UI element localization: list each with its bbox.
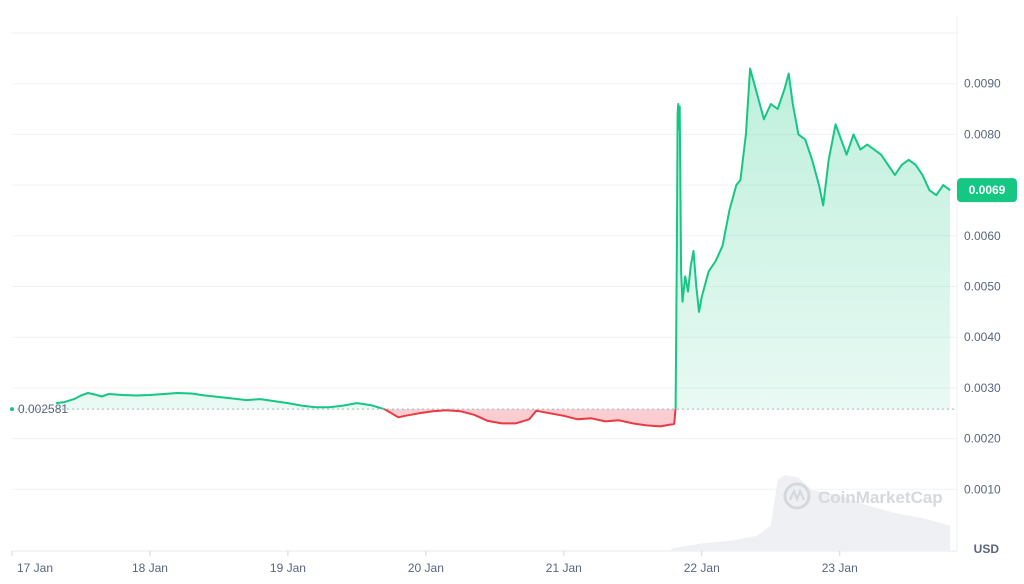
x-axis: 17 Jan 18 Jan 19 Jan 20 Jan 21 Jan 22 Jan 23 J… [11, 551, 858, 575]
watermark-text: CoinMarketCap [818, 488, 943, 507]
price-line [55, 67, 951, 428]
y-tick-label: 0.0050 [964, 280, 1001, 294]
volume-area [671, 474, 951, 551]
x-tick-label: 17 Jan [17, 561, 53, 575]
current-price-badge: 0.0069 [957, 178, 1017, 203]
x-tick-label: 22 Jan [684, 561, 720, 575]
y-axis: 0.0010 0.0020 0.0030 0.0040 0.0050 0.0060 0.00… [964, 77, 1001, 497]
y-tick-label: 0.0080 [964, 127, 1001, 141]
currency-label: USD [974, 542, 1000, 556]
reference-line-group: 0.002581 [10, 402, 957, 416]
price-area-up [56, 68, 951, 410]
x-tick-label: 20 Jan [408, 561, 444, 575]
y-tick-label: 0.0040 [964, 330, 1001, 344]
current-price-badge-bg [957, 178, 1017, 203]
y-tick-label: 0.0060 [964, 229, 1001, 243]
price-line-up [55, 67, 951, 410]
coinmarketcap-logo-mark-icon [788, 488, 806, 503]
current-price-label: 0.0069 [969, 183, 1006, 197]
y-tick-label: 0.0030 [964, 381, 1001, 395]
x-tick-label: 18 Jan [132, 561, 168, 575]
y-tick-label: 0.0020 [964, 432, 1001, 446]
x-tick-label: 19 Jan [270, 561, 306, 575]
x-tick-label: 23 Jan [822, 561, 858, 575]
x-tick-label: 21 Jan [546, 561, 582, 575]
price-area [56, 68, 951, 427]
y-tick-label: 0.0010 [964, 482, 1001, 496]
watermark: CoinMarketCap [783, 482, 943, 510]
y-tick-label: 0.0090 [964, 77, 1001, 91]
reference-value-label: 0.002581 [18, 402, 68, 416]
volume-area-shape [671, 474, 951, 551]
reference-marker [10, 407, 14, 412]
grid-lines [12, 15, 958, 552]
coinmarketcap-logo-icon [783, 482, 811, 510]
